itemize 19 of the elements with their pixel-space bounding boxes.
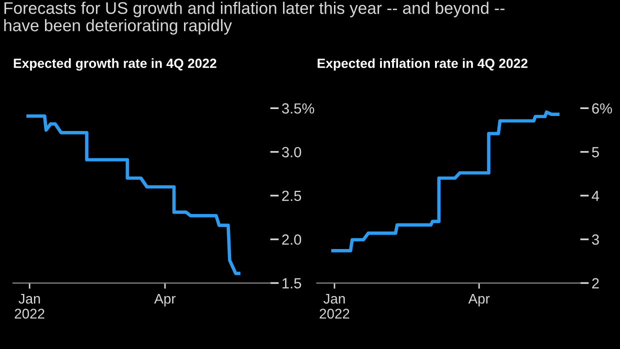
y-tick-label: 3.5% xyxy=(282,103,314,114)
chart-subtitle: Expected growth rate in 4Q 2022 xyxy=(14,58,216,71)
y-tick-label: 4 xyxy=(592,190,600,201)
line-series xyxy=(26,114,240,276)
x-tick-label: Jan 2022 xyxy=(14,294,44,319)
y-tick-label: 6% xyxy=(592,103,612,114)
line-series xyxy=(331,110,560,252)
y-tick-label: 5 xyxy=(592,147,599,158)
chart-title: Forecasts for US growth and inflation later this year -- and beyond -- have been deteriorating rapidly xyxy=(4,2,504,35)
y-tick-label: 2.0 xyxy=(282,234,302,245)
x-tick-label: Apr xyxy=(154,294,176,306)
y-tick-label: 1.5 xyxy=(282,278,302,288)
y-tick-label: 3.0 xyxy=(282,147,302,158)
y-tick-label: 3 xyxy=(592,234,599,245)
chart-subtitle: Expected inflation rate in 4Q 2022 xyxy=(318,58,528,71)
y-tick-label: 2 xyxy=(592,278,599,288)
x-tick-label: Jan 2022 xyxy=(320,294,350,319)
y-tick-label: 2.5 xyxy=(282,190,302,202)
x-tick-label: Apr xyxy=(468,294,490,306)
